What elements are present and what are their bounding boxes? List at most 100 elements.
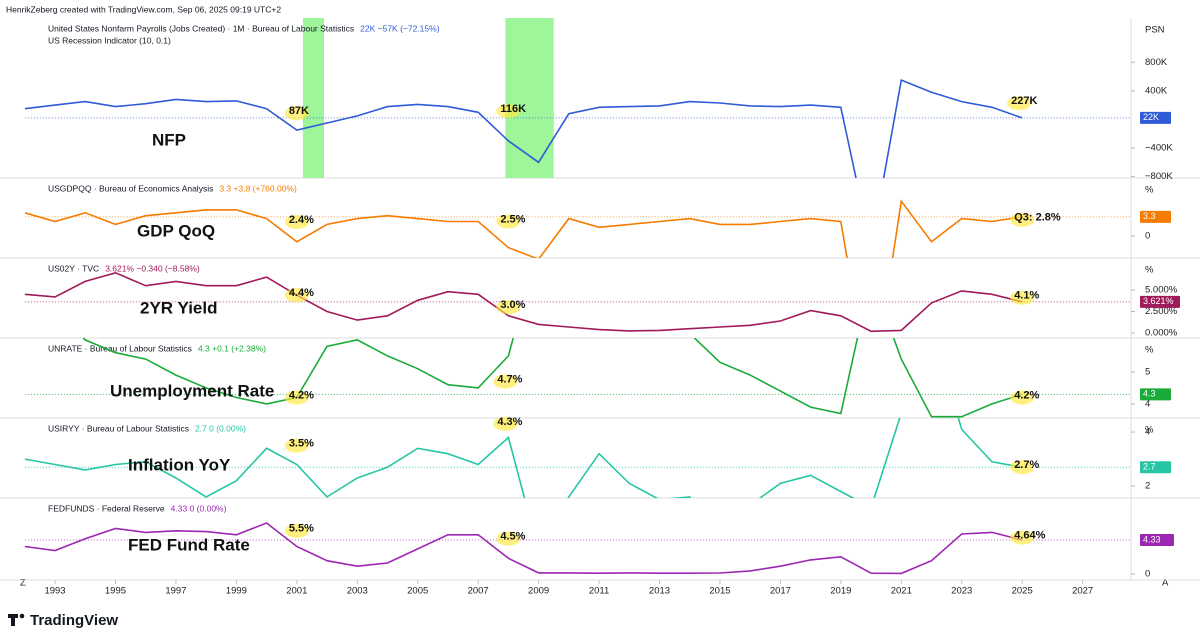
- unit-label: %: [1145, 345, 1154, 356]
- annotation-marker: [1010, 212, 1035, 227]
- annotation-marker: [1010, 530, 1035, 545]
- x-tick-label: 2007: [468, 586, 489, 597]
- corner-left: Z: [20, 578, 26, 589]
- annotation-label: 4.2%: [1014, 389, 1039, 401]
- pane: US02Y · TVC 3.621% −0.340 (−8.58%) % 5.000%…: [0, 263, 1200, 339]
- logo-mark: [19, 613, 25, 619]
- pane-header: FEDFUNDS · Federal Reserve: [48, 503, 165, 513]
- pane-name: NFP: [152, 130, 186, 149]
- annotation-marker: [284, 215, 309, 230]
- annotation-label: 2.4%: [289, 214, 314, 226]
- annotation-marker: [1010, 390, 1035, 405]
- plot-area: [24, 199, 1131, 258]
- x-tick-label: 2023: [951, 586, 972, 597]
- pane: USIRYY · Bureau of Labour Statistics 2.7 …: [0, 416, 1200, 499]
- annotation-label: 2.5%: [500, 213, 525, 225]
- plot-area: [24, 338, 1131, 418]
- last-value-label: 4.33: [1143, 534, 1161, 544]
- annotation-marker: [493, 374, 518, 389]
- series-line: [82, 338, 1023, 418]
- y-tick-label: 0: [1145, 569, 1150, 580]
- logo: [8, 613, 25, 626]
- annotation-label: 2.7%: [1014, 459, 1039, 471]
- annotation-marker: [493, 416, 518, 431]
- x-tick-label: 2021: [891, 586, 912, 597]
- series-line: [24, 199, 1023, 258]
- unit-label: %: [1145, 185, 1154, 196]
- pane-header: USIRYY · Bureau of Labour Statistics: [48, 423, 189, 433]
- last-value-badge: [1140, 534, 1174, 547]
- pane-name: Inflation YoY: [128, 455, 231, 474]
- annotation-label: Q3: 2.8%: [1014, 212, 1061, 224]
- plot-area: [24, 78, 1131, 178]
- annotation-marker: [496, 531, 521, 546]
- y-tick-label: 5.000%: [1145, 285, 1178, 296]
- y-tick-label: 2: [1145, 481, 1150, 492]
- annotation-marker: [284, 288, 309, 303]
- last-value-badge: [1140, 210, 1171, 223]
- pane-header: UNRATE · Bureau of Labour Statistics: [48, 343, 192, 353]
- y-tick-label: −400K: [1145, 143, 1173, 154]
- pane-header: US02Y · TVC: [48, 263, 99, 273]
- annotation-marker: [284, 390, 309, 405]
- annotation-label: 4.64%: [1014, 529, 1045, 541]
- last-value-label: 4.3: [1143, 389, 1156, 399]
- y-tick-label: −800K: [1145, 171, 1173, 182]
- last-value-label: 2.7: [1143, 462, 1156, 472]
- annotation-label: 227K: [1011, 95, 1037, 107]
- pane-name: GDP QoQ: [137, 221, 215, 240]
- last-value-badge: [1140, 295, 1180, 308]
- unit-label: %: [1145, 425, 1154, 436]
- x-tick-label: 2027: [1072, 586, 1093, 597]
- pane: UNRATE · Bureau of Labour Statistics 4.3 …: [0, 338, 1200, 419]
- series-line: [24, 418, 1023, 498]
- y-tick-label: 400K: [1145, 85, 1168, 96]
- last-value-label: 3.3: [1143, 211, 1156, 221]
- y-tick-label: 4: [1145, 427, 1150, 438]
- annotation-label: 4.1%: [1014, 290, 1039, 302]
- x-tick-label: 2001: [286, 586, 307, 597]
- annotation-marker: [1010, 290, 1035, 305]
- last-value-label: 22K: [1143, 112, 1159, 122]
- annotation-marker: [284, 438, 309, 453]
- y-tick-label: 0.000%: [1145, 328, 1178, 339]
- x-tick-label: 2013: [649, 586, 670, 597]
- y-tick-label: 0: [1145, 230, 1150, 241]
- plot-area: [24, 522, 1131, 575]
- y-tick-label: 2.500%: [1145, 306, 1178, 317]
- annotation-marker: [496, 300, 521, 315]
- y-tick-label: 5: [1145, 366, 1150, 377]
- pane-change: 3.621% −0.340 (−8.58%): [105, 263, 200, 273]
- x-tick-label: 2009: [528, 586, 549, 597]
- x-tick-label: 2025: [1012, 586, 1033, 597]
- annotation-marker: [1010, 460, 1035, 475]
- y-tick-label: 800K: [1145, 57, 1168, 68]
- annotation-label: 4.2%: [289, 389, 314, 401]
- pane: USGDPQQ · Bureau of Economics Analysis 3.…: [0, 183, 1200, 259]
- annotation-marker: [496, 214, 521, 229]
- pane-change: 3.3 +3.8 (+760.00%): [219, 183, 297, 193]
- pane-name: FED Fund Rate: [128, 535, 250, 554]
- recession: [302, 18, 325, 178]
- credit: HenrikZeberg created with TradingView.co…: [6, 4, 281, 14]
- annotation-label: 4.4%: [289, 287, 314, 299]
- unit-label: PSN: [1145, 25, 1165, 36]
- annotation-label: 4.5%: [500, 531, 525, 543]
- annotation-label: 116K: [500, 103, 526, 115]
- x-tick-label: 2011: [589, 586, 609, 597]
- last-value-badge: [1140, 111, 1171, 124]
- plot-area: [24, 271, 1131, 333]
- last-value-badge: [1140, 388, 1171, 401]
- series-line: [24, 522, 1023, 575]
- annotation-marker: [496, 104, 521, 119]
- corner-right: A: [1162, 578, 1169, 589]
- logo-mark: [11, 614, 15, 626]
- pane-header: US Recession Indicator (10, 0.1): [48, 35, 171, 45]
- logo-text: TradingView: [30, 612, 118, 629]
- pane-name: Unemployment Rate: [110, 381, 274, 400]
- annotation-label: 4.7%: [497, 373, 522, 385]
- annotation-label: 5.5%: [289, 523, 314, 535]
- annotation-label: 3.5%: [289, 437, 314, 449]
- annotation-label: 4.3%: [497, 416, 522, 428]
